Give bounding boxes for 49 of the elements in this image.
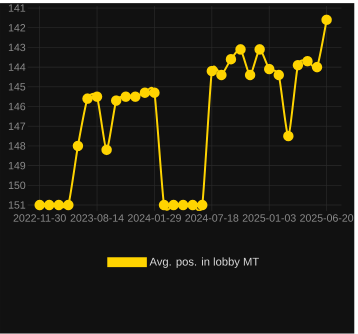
point: [168, 200, 179, 210]
legend-label: Avg. pos. in lobby MT: [150, 258, 259, 268]
point: [274, 70, 284, 80]
point: [158, 200, 170, 210]
x-tick-label: 2022-11-30: [14, 214, 66, 222]
point: [149, 88, 160, 98]
point: [63, 200, 74, 210]
y-tick-label: 147: [8, 122, 26, 130]
point: [140, 88, 150, 98]
point: [110, 96, 122, 106]
x-tick-label: 2024-07-18: [185, 214, 238, 222]
point: [206, 66, 218, 76]
point: [226, 54, 236, 65]
x-tick-label: 2023-08-14: [70, 214, 124, 222]
point: [254, 44, 265, 55]
point: [120, 92, 131, 102]
point: [216, 70, 227, 80]
x-tick-label: 2025-01-03: [242, 214, 296, 222]
point: [82, 94, 93, 104]
y-tick-label: 142: [8, 24, 26, 32]
point: [283, 131, 294, 142]
y-tick-label: 145: [8, 83, 26, 91]
point: [92, 92, 102, 102]
y-tick-label: 151: [8, 202, 26, 209]
point: [264, 64, 274, 74]
point: [72, 140, 84, 152]
y-tick-label: 149: [8, 162, 26, 170]
y-tick-label: 141: [8, 4, 26, 12]
x-tick-label: 2024-01-29: [128, 214, 181, 222]
y-tick-label: 146: [8, 102, 26, 110]
y-tick-label: 144: [8, 64, 26, 71]
point: [178, 200, 188, 210]
point: [130, 92, 141, 102]
point: [312, 62, 322, 73]
y-tick-label: 150: [8, 182, 26, 190]
y-tick-label: 148: [8, 142, 26, 150]
point: [101, 144, 112, 156]
x-tick-label: 2025-06-20: [300, 214, 354, 222]
point: [44, 200, 54, 210]
point: [197, 200, 208, 210]
point: [292, 60, 304, 71]
point: [244, 70, 256, 80]
y-tick-label: 143: [8, 44, 26, 52]
point: [187, 200, 198, 210]
point: [54, 200, 64, 210]
point: [302, 56, 313, 67]
point: [321, 14, 332, 26]
point: [235, 44, 246, 55]
point: [34, 200, 45, 210]
